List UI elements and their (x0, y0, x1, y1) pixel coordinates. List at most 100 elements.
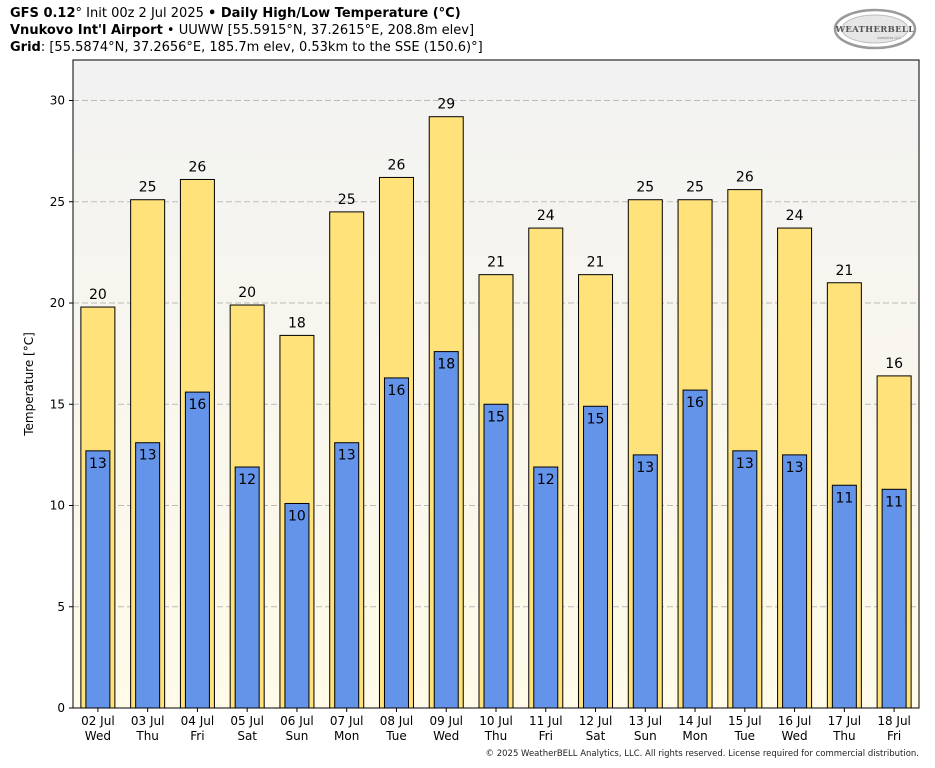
x-tick-date: 04 Jul (181, 714, 215, 728)
y-tick-label: 5 (57, 600, 65, 614)
high-temp-label: 24 (537, 208, 555, 224)
high-temp-label: 21 (487, 255, 505, 271)
x-tick-day: Thu (484, 729, 508, 743)
x-tick-date: 02 Jul (81, 714, 115, 728)
x-tick-date: 09 Jul (429, 714, 463, 728)
y-tick-label: 20 (50, 296, 65, 310)
grid-info: : [55.5874°N, 37.2656°E, 185.7m elev, 0.… (40, 40, 483, 55)
high-temp-label: 25 (338, 192, 356, 208)
low-temp-bar (234, 466, 260, 709)
x-tick-date: 11 Jul (529, 714, 563, 728)
low-temp-label: 11 (885, 494, 903, 510)
y-axis-label: Temperature [°C] (22, 332, 36, 437)
x-tick-date: 08 Jul (380, 714, 414, 728)
weatherbell-logo: WEATHERBELL Analytics LLC (833, 8, 917, 50)
low-temp-bar (483, 403, 509, 709)
low-temp-label: 13 (736, 456, 754, 472)
low-temp-label: 18 (437, 357, 455, 373)
x-tick-day: Thu (135, 729, 159, 743)
x-tick-day: Sun (634, 729, 657, 743)
x-tick-day: Mon (334, 729, 359, 743)
high-temp-label: 26 (188, 159, 206, 175)
x-tick-date: 13 Jul (629, 714, 663, 728)
high-temp-label: 20 (238, 285, 256, 301)
low-temp-bar (831, 484, 857, 709)
low-temp-bar (334, 442, 360, 709)
low-temp-bar (583, 405, 609, 709)
x-tick-day: Wed (433, 729, 459, 743)
low-temp-label: 13 (139, 448, 157, 464)
x-tick-day: Fri (887, 729, 901, 743)
x-tick-day: Fri (539, 729, 553, 743)
high-temp-label: 21 (835, 263, 853, 279)
logo-text: WEATHERBELL (835, 25, 915, 35)
low-temp-bar (732, 450, 758, 709)
init-time: Init 00z 2 Jul 2025 (82, 6, 208, 21)
low-temp-bar (383, 377, 409, 709)
x-tick-date: 10 Jul (479, 714, 513, 728)
x-tick-day: Wed (85, 729, 111, 743)
y-tick-label: 10 (50, 499, 65, 513)
bars (80, 116, 912, 709)
value-labels: 20 13 25 13 26 16 20 12 18 10 25 13 26 16 29 18 21 15 24 12… (89, 97, 903, 525)
low-temp-label: 16 (686, 395, 704, 411)
low-temp-label: 13 (786, 460, 804, 476)
high-temp-label: 16 (885, 356, 903, 372)
x-tick-day: Sat (237, 729, 257, 743)
low-temp-bar (135, 442, 161, 709)
high-temp-label: 25 (686, 180, 704, 196)
low-temp-label: 15 (487, 409, 505, 425)
low-temp-bar (881, 488, 907, 709)
x-tick-date: 17 Jul (828, 714, 862, 728)
x-tick-day: Thu (832, 729, 856, 743)
grid-label: Grid (10, 40, 41, 55)
x-tick-day: Sat (586, 729, 606, 743)
low-temp-bar (85, 450, 111, 709)
station-info: • UUWW [55.5915°N, 37.2615°E, 208.8m ele… (162, 23, 475, 38)
low-temp-bar (284, 502, 310, 709)
high-temp-label: 20 (89, 287, 107, 303)
x-tick-date: 03 Jul (131, 714, 165, 728)
degree-sign: ° (75, 6, 83, 21)
high-temp-label: 26 (388, 157, 406, 173)
x-tick-day: Tue (734, 729, 756, 743)
chart-header: GFS 0.12° Init 00z 2 Jul 2025 • Daily Hi… (10, 5, 483, 56)
header-line-1: GFS 0.12° Init 00z 2 Jul 2025 • Daily Hi… (10, 5, 483, 22)
y-tick-label: 0 (57, 701, 65, 715)
low-temp-bar (533, 466, 559, 709)
low-temp-label: 12 (238, 472, 256, 488)
x-tick-date: 06 Jul (280, 714, 314, 728)
low-temp-bar (632, 454, 658, 709)
low-temp-label: 12 (537, 472, 555, 488)
high-temp-label: 26 (736, 170, 754, 186)
low-temp-label: 13 (338, 448, 356, 464)
high-temp-label: 24 (786, 208, 804, 224)
copyright-notice: © 2025 WeatherBELL Analytics, LLC. All r… (485, 749, 919, 759)
model-name: GFS 0.12 (10, 6, 76, 21)
low-temp-label: 16 (188, 397, 206, 413)
x-tick-day: Wed (782, 729, 808, 743)
high-temp-label: 18 (288, 315, 306, 331)
low-temp-label: 15 (587, 411, 605, 427)
y-tick-label: 30 (50, 94, 65, 108)
low-temp-bar (682, 389, 708, 709)
x-tick-date: 05 Jul (230, 714, 264, 728)
low-temp-bar (433, 351, 459, 709)
low-temp-bar (184, 391, 210, 709)
high-temp-label: 25 (636, 180, 654, 196)
low-temp-label: 10 (288, 508, 306, 524)
high-temp-label: 21 (587, 255, 605, 271)
x-tick-day: Mon (682, 729, 707, 743)
high-temp-label: 25 (139, 180, 157, 196)
y-tick-label: 25 (50, 195, 65, 209)
low-temp-label: 16 (388, 383, 406, 399)
high-temp-label: 29 (437, 97, 455, 113)
x-tick-date: 16 Jul (778, 714, 812, 728)
x-tick-day: Sun (286, 729, 309, 743)
x-tick-date: 07 Jul (330, 714, 364, 728)
product-name: Daily High/Low Temperature (°C) (216, 6, 461, 21)
low-temp-label: 13 (636, 460, 654, 476)
x-tick-day: Tue (385, 729, 407, 743)
